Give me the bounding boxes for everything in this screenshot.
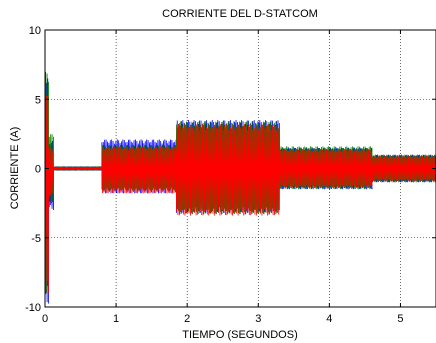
x-tick-label: 0 (42, 313, 48, 325)
series-line-3 (44, 89, 436, 295)
x-tick-label: 3 (255, 313, 261, 325)
ticks (44, 29, 436, 308)
x-tick-label: 1 (113, 313, 119, 325)
chart-title: CORRIENTE DEL D-STATCOM (162, 8, 318, 20)
x-tick-label: 2 (184, 313, 190, 325)
y-tick-label: -10 (25, 302, 41, 314)
x-tick-labels: 0 1 2 3 4 5 (42, 313, 404, 325)
y-tick-label: 0 (35, 164, 41, 176)
x-tick-label: 5 (397, 313, 403, 325)
y-tick-label: -5 (31, 233, 41, 245)
y-tick-labels: -10 -5 0 5 10 (25, 25, 41, 314)
x-tick-label: 4 (326, 313, 332, 325)
y-tick-label: 5 (35, 94, 41, 106)
x-axis-label: TIEMPO (SEGUNDOS) (182, 329, 298, 341)
series-layer (44, 71, 436, 304)
y-axis-label: CORRIENTE (A) (9, 127, 21, 210)
y-tick-label: 10 (29, 25, 41, 37)
